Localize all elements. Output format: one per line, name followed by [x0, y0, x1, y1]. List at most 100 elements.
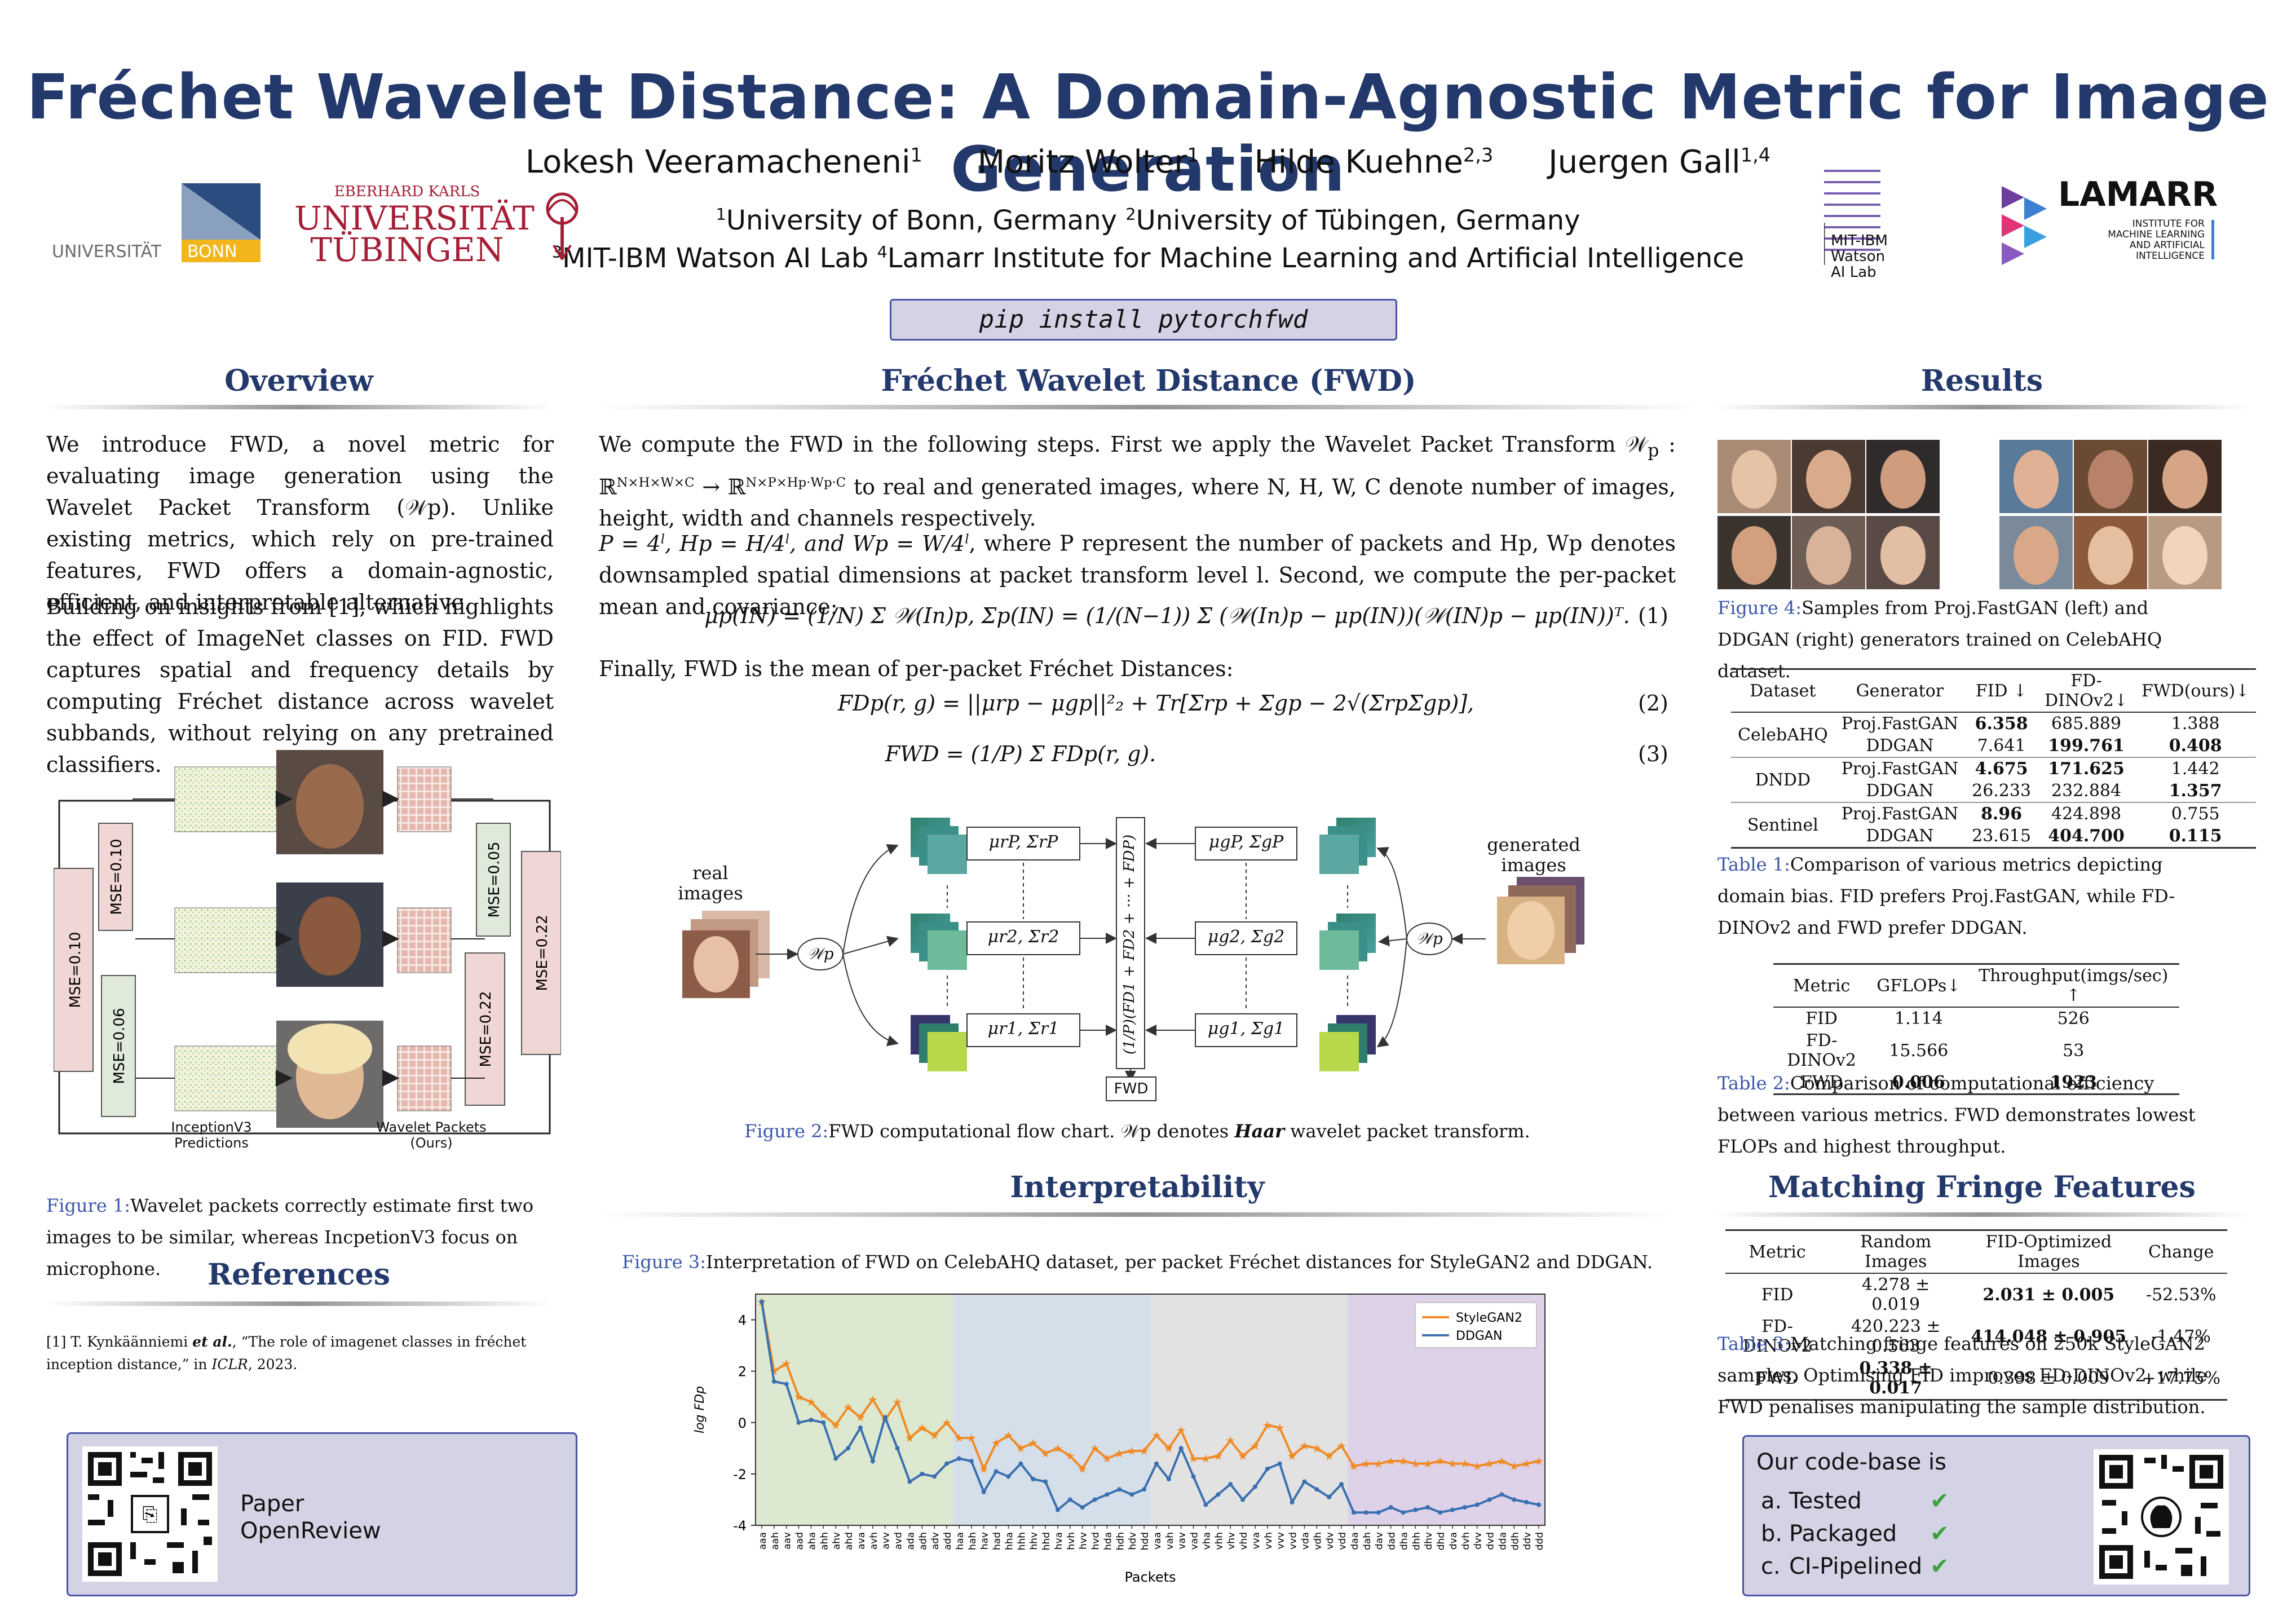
lamarr-emblem-icon — [2002, 186, 2047, 265]
series-point: ★ — [1336, 1439, 1346, 1453]
series-point: ★ — [1176, 1423, 1186, 1437]
lamarr-logo: LAMARR INSTITUTE FOR MACHINE LEARNING AND … — [1990, 175, 2218, 271]
mse-label-4: MSE=0.05 — [486, 841, 503, 917]
real-images-label: real images — [678, 862, 743, 904]
x-tick-label: aav — [782, 1532, 793, 1550]
mu-g-p-label: μgP, ΣgP — [1208, 832, 1284, 852]
references-rule — [45, 1301, 553, 1306]
x-tick-label: ddv — [1522, 1532, 1533, 1550]
series-point: ★ — [966, 1431, 977, 1445]
x-tick-label: vdv — [1324, 1532, 1336, 1550]
table-1-cell: DDGAN — [1866, 826, 1934, 846]
table-1-dataset: CelebAHQ — [1738, 725, 1828, 745]
series-point: ★ — [893, 1395, 903, 1409]
reference-1: [1] T. Kynkäänniemi et al., “The role of… — [46, 1334, 527, 1373]
paper-box: ⎘ Paper OpenReview — [67, 1432, 577, 1596]
fringe-heading: Matching Fringe Features — [1768, 1170, 2196, 1204]
series-point: ★ — [1349, 1459, 1359, 1473]
table-1-row: DDGAN 7.641 199.761 0.408 — [1731, 735, 2256, 757]
x-tick-label: dhv — [1423, 1532, 1434, 1550]
x-tick-label: dvd — [1485, 1532, 1496, 1550]
svg-text:⎘: ⎘ — [142, 1503, 157, 1526]
series-point — [1499, 1492, 1504, 1497]
series-point — [1438, 1510, 1443, 1515]
series-point — [994, 1469, 999, 1474]
table-2-cell: FWD — [1800, 1073, 1843, 1092]
affiliations-line-1: 1University of Bonn, Germany 2University… — [716, 205, 1580, 236]
pip-install-box[interactable]: pip install pytorchfwd — [890, 299, 1397, 341]
mse-label-6: MSE=0.22 — [534, 915, 551, 991]
y-tick-label: -2 — [733, 1467, 747, 1482]
series-point — [1018, 1461, 1023, 1466]
x-tick-label: avv — [881, 1532, 892, 1550]
x-tick-label: daa — [1349, 1532, 1361, 1550]
results-heading: Results — [1920, 364, 2043, 398]
x-tick-label: haa — [955, 1532, 966, 1550]
x-tick-label: avd — [893, 1532, 904, 1550]
series-point — [1252, 1484, 1257, 1489]
paper-links[interactable]: Paper OpenReview — [240, 1491, 381, 1544]
table-1-row: DDGAN 23.615 404.700 0.115 — [1731, 825, 2257, 848]
series-point — [1117, 1487, 1122, 1492]
series-point — [944, 1461, 950, 1466]
x-tick-label: vva — [1251, 1532, 1262, 1550]
table-2-grid: Metric GFLOPs↓ Throughput(imgs/sec) ↑ FID 1… — [1773, 963, 2179, 1095]
figure-1: MSE=0.10 MSE=0.10 MSE=0.06 MSE=0.05 MSE=… — [53, 744, 562, 1173]
series-point: ★ — [954, 1431, 964, 1445]
series-point — [833, 1456, 838, 1461]
series-point — [1191, 1474, 1196, 1479]
series-point — [1462, 1505, 1467, 1510]
series-point — [1178, 1446, 1184, 1451]
series-point: ★ — [1164, 1441, 1174, 1455]
x-tick-label: vah — [1164, 1532, 1176, 1550]
x-tick-label: hdd — [1140, 1532, 1151, 1550]
table-1-cell: 404.700 — [2048, 826, 2125, 846]
series-point: ★ — [1521, 1457, 1531, 1471]
author-3: Hilde Kuehne2,3 — [1254, 144, 1494, 180]
paper-qr-code-icon[interactable]: ⎘ — [82, 1446, 218, 1582]
x-tick-label: adh — [917, 1532, 929, 1550]
mu-g-1-label: μg1, Σg1 — [1207, 1019, 1285, 1039]
series-point — [1166, 1477, 1171, 1481]
series-point — [796, 1420, 801, 1425]
table-3-cell: -52.53% — [2145, 1285, 2216, 1305]
series-point — [1092, 1497, 1097, 1502]
x-tick-label: ddd — [1534, 1532, 1546, 1550]
table-3: Metric Random Images FID-Optimized Images C… — [1725, 1229, 2227, 1401]
mse-label-2: MSE=0.10 — [108, 839, 125, 915]
series-point — [932, 1474, 937, 1479]
table-3-caption: Table 3:Matching fringe features on 250k… — [1717, 1333, 2207, 1418]
x-tick-label: dhh — [1411, 1532, 1422, 1550]
github-qr-code-icon[interactable] — [2094, 1449, 2229, 1585]
x-tick-label: avh — [868, 1532, 880, 1550]
series-point: ★ — [1225, 1434, 1235, 1448]
table-1-cell: DDGAN — [1866, 736, 1934, 756]
tuebingen-line-2: UNIVERSITÄT — [294, 199, 535, 237]
figure-3-caption: Figure 3:Interpretation of FWD on CelebA… — [621, 1251, 1653, 1273]
overview-paragraph-2: Building on insights from [1], which hig… — [46, 594, 554, 777]
x-axis-label: Packets — [1124, 1569, 1176, 1585]
series-point: ★ — [991, 1436, 1001, 1450]
fwd-rule — [599, 405, 1698, 409]
x-tick-label: vhh — [1213, 1532, 1225, 1550]
series-point: ★ — [1447, 1457, 1458, 1471]
table-1-cell: 685.889 — [2051, 714, 2122, 734]
fwd-paragraph-1: We compute the FWD in the following step… — [599, 432, 1676, 531]
series-point — [1351, 1510, 1356, 1515]
check-icon: ✔ — [1930, 1554, 1949, 1579]
series-point — [1536, 1502, 1542, 1507]
table-3-cell: FD-DINOv2 — [1742, 1317, 1812, 1356]
x-tick-label: adv — [930, 1532, 941, 1550]
codebase-list: a. Tested ✔ b. Packaged ✔ c. CI-Pipelined ✔ — [1761, 1485, 1949, 1583]
mu-r-2-label: μr2, Σr2 — [987, 927, 1059, 947]
x-tick-label: hah — [967, 1532, 978, 1550]
uni-tuebingen-logo: EBERHARD KARLS UNIVERSITÄT TÜBINGEN — [294, 183, 588, 269]
x-tick-label: aah — [770, 1532, 781, 1550]
series-point: ★ — [855, 1411, 866, 1424]
series-point — [882, 1415, 888, 1420]
figure-4-samples — [1717, 440, 2225, 592]
table-3-cell: +17.75% — [2142, 1368, 2220, 1388]
mu-g-2-label: μg2, Σg2 — [1207, 927, 1285, 947]
series-point — [1376, 1510, 1381, 1515]
table-1-cell: 6.358 — [1975, 714, 2028, 734]
